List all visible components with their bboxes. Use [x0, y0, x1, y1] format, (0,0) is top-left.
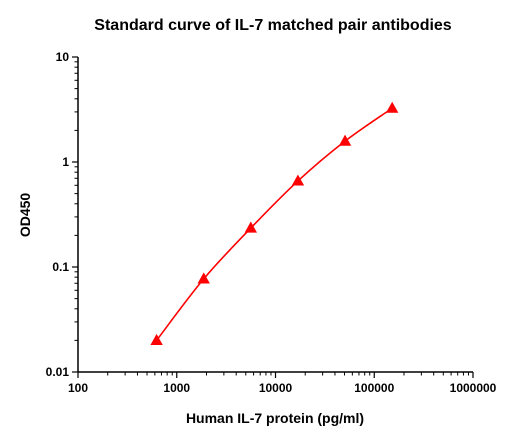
x-tick-label: 100	[68, 381, 88, 395]
x-tick-label: 100000	[354, 381, 394, 395]
data-point-triangle	[386, 101, 399, 113]
plot-area	[150, 101, 399, 345]
data-point-triangle	[150, 333, 163, 345]
data-point-triangle	[197, 272, 210, 284]
data-point-triangle	[338, 134, 352, 146]
data-point-triangle	[291, 174, 305, 186]
chart-title: Standard curve of IL-7 matched pair anti…	[94, 17, 452, 34]
y-axis-label: OD450	[17, 193, 33, 238]
data-point-triangle	[244, 221, 257, 233]
axes	[77, 57, 473, 373]
x-tick-label: 1000	[163, 381, 190, 395]
y-tick-label: 1	[62, 155, 69, 169]
x-axis-label: Human IL-7 protein (pg/ml)	[186, 410, 364, 426]
y-tick-label: 10	[56, 50, 70, 64]
fit-curve	[155, 107, 393, 341]
ticks: 100 1000 10000 100000 1000000 0.01 0.1 1 10	[46, 50, 497, 395]
y-tick-label: 0.01	[46, 365, 70, 379]
x-tick-label: 10000	[259, 381, 293, 395]
y-tick-label: 0.1	[52, 260, 69, 274]
x-tick-label: 1000000	[450, 381, 497, 395]
